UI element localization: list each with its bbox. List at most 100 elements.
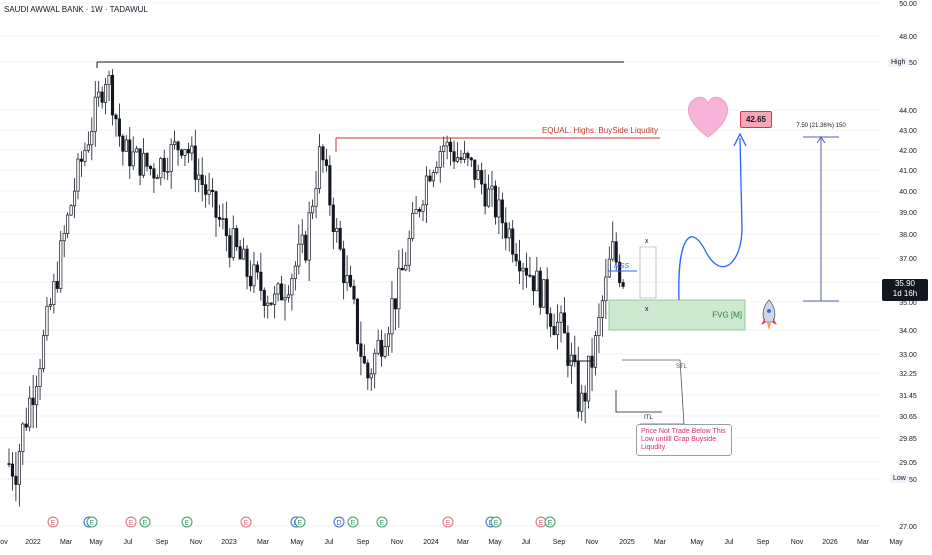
candle (493, 180, 498, 225)
candle (311, 199, 315, 220)
price-tick-label: 30.65 (899, 414, 917, 421)
candle (152, 163, 156, 194)
time-tick-label: 2023 (221, 539, 237, 546)
candle (518, 239, 522, 284)
candle (48, 297, 52, 311)
svg-text:E: E (185, 520, 190, 527)
candle (459, 150, 463, 164)
time-tick-label: 2026 (822, 539, 838, 546)
time-tick-label: May (690, 539, 704, 546)
candle (528, 257, 532, 278)
candle (559, 305, 563, 343)
candle (331, 197, 335, 250)
candle (17, 443, 21, 507)
annotation-note[interactable]: Price Not Trade Below This Low untilll G… (636, 424, 732, 456)
target-price-label[interactable]: 42.65 (740, 111, 772, 128)
candle (76, 153, 80, 200)
candle (611, 221, 615, 262)
event-markers: EDEEEEEDEDEEEDEEE (47, 516, 556, 528)
candle (255, 261, 259, 280)
candle (204, 175, 208, 208)
rocket-icon (761, 299, 777, 330)
candle (535, 256, 539, 292)
svg-text:E: E (446, 520, 451, 527)
candle (55, 261, 59, 293)
svg-text:E: E (129, 520, 134, 527)
time-axis: ov 2022 Mar May Jul Sep Nov 2023 Mar May Jul Sep Nov… (0, 539, 903, 546)
candle (593, 331, 598, 376)
candle (45, 296, 49, 341)
price-tick-label: 40.00 (899, 189, 917, 196)
candle (245, 245, 249, 290)
candle (552, 313, 556, 336)
event-marker: E (490, 516, 502, 528)
candle (293, 261, 297, 291)
swing-box (639, 246, 657, 299)
candle (511, 220, 515, 263)
candle (345, 255, 349, 291)
drawings: MSS STL ITL x x 7.50 (21.36%) 150 (566, 96, 846, 425)
candle (145, 152, 149, 172)
candle (497, 186, 501, 235)
candles (7, 69, 625, 507)
candle (587, 355, 591, 409)
candle (431, 169, 435, 188)
candle (466, 151, 470, 167)
candle (507, 222, 511, 252)
time-tick-label: May (290, 539, 304, 546)
candle (324, 148, 328, 172)
candle (35, 375, 39, 428)
candle (580, 384, 584, 421)
time-tick-label: 2024 (423, 539, 439, 546)
candle (514, 243, 518, 267)
candle (576, 346, 580, 419)
candle (162, 149, 166, 180)
price-tick-label: 48.00 (899, 34, 917, 41)
candle (135, 145, 139, 153)
candle (72, 178, 77, 219)
candle (428, 169, 432, 183)
candle (542, 279, 546, 308)
candle (393, 298, 397, 331)
event-marker: E (240, 516, 252, 528)
candle (373, 348, 377, 389)
time-tick-label: Mar (257, 539, 270, 546)
time-tick-label: Jul (124, 539, 133, 546)
candle (41, 329, 46, 373)
candle (418, 207, 422, 218)
price-tick-label: 50.00 (899, 1, 917, 8)
fvg-label: FVG [M] (712, 311, 742, 320)
candle (90, 117, 94, 161)
time-tick-label: Sep (156, 539, 169, 546)
current-price-tag: 35.90 1d 16h (882, 279, 928, 301)
candle (614, 232, 618, 271)
grid (0, 2, 880, 527)
candle (317, 134, 322, 194)
candle (186, 142, 190, 163)
event-marker: E (47, 516, 59, 528)
time-tick-label: Jul (522, 539, 531, 546)
candle (131, 136, 135, 171)
time-tick-label: Sep (757, 539, 770, 546)
candle (307, 201, 311, 282)
price-tick-label: 31.45 (899, 393, 917, 400)
candle (231, 215, 235, 261)
price-tick-label: 33.00 (899, 352, 917, 359)
price-tick-label: 43.00 (899, 128, 917, 135)
stl-label: STL (676, 364, 688, 370)
event-marker: E (181, 516, 193, 528)
candle (221, 203, 225, 230)
event-marker: E (376, 516, 388, 528)
candle (252, 251, 256, 293)
candle (338, 220, 342, 251)
low-label: Low (890, 474, 909, 483)
price-tick-label: 34.00 (899, 328, 917, 335)
candle (193, 129, 197, 192)
price-tick-label: 42.00 (899, 148, 917, 155)
candle (7, 448, 11, 468)
candle (100, 86, 104, 109)
candle (600, 295, 604, 337)
candle (438, 145, 442, 183)
